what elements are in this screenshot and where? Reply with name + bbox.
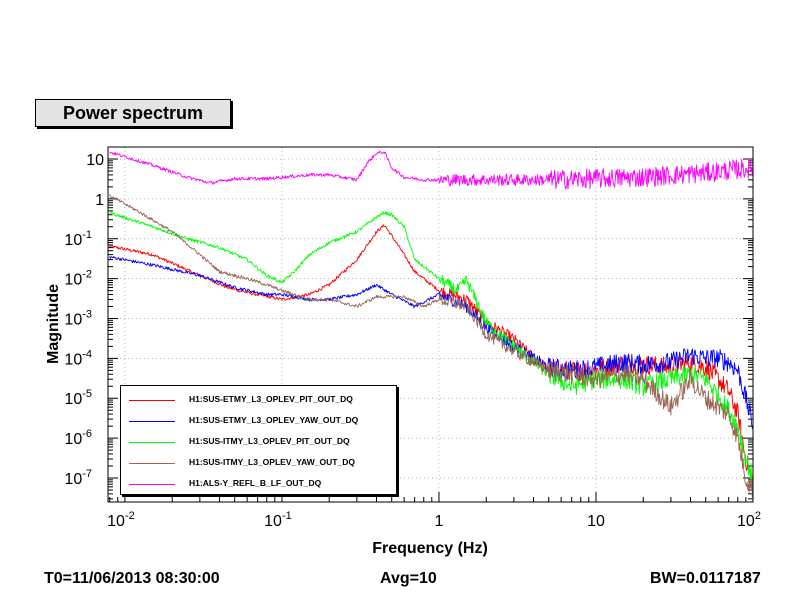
y-tick-label: 10-5 — [64, 388, 92, 408]
chart-title: Power spectrum — [35, 99, 231, 127]
x-tick-label: 1 — [435, 513, 444, 530]
y-tick-label: 10-2 — [64, 269, 92, 289]
legend-entry: H1:SUS-ITMY_L3_OPLEV_PIT_OUT_DQ — [121, 431, 396, 451]
legend-entry: H1:SUS-ETMY_L3_OPLEV_PIT_OUT_DQ — [121, 389, 396, 409]
footer-avg: Avg=10 — [380, 570, 437, 587]
x-tick-label: 10-1 — [264, 510, 292, 530]
legend: H1:SUS-ETMY_L3_OPLEV_PIT_OUT_DQ H1:SUS-ET… — [120, 385, 397, 495]
y-tick-label: 10-6 — [64, 428, 92, 448]
y-tick-label: 10-7 — [64, 468, 92, 488]
legend-label: H1:ALS-Y_REFL_B_LF_OUT_DQ — [189, 478, 322, 488]
legend-swatch — [129, 463, 175, 464]
y-axis-label: Magnitude — [45, 284, 62, 364]
plot-frame — [107, 146, 754, 503]
footer-bw: BW=0.0117187 — [650, 570, 761, 587]
legend-entry: H1:SUS-ITMY_L3_OPLEV_YAW_OUT_DQ — [121, 452, 396, 472]
y-tick-label: 10-4 — [64, 348, 92, 368]
legend-swatch — [129, 421, 175, 422]
y-tick-exponent: -5 — [82, 388, 92, 400]
legend-label: H1:SUS-ETMY_L3_OPLEV_YAW_OUT_DQ — [189, 415, 359, 425]
x-tick-label: 10-2 — [107, 510, 135, 530]
x-tick-exponent: 2 — [755, 510, 761, 522]
y-tick-exponent: -4 — [82, 348, 92, 360]
x-tick-exponent: -2 — [125, 510, 135, 522]
series-line — [109, 150, 754, 190]
footer-t0: T0=11/06/2013 08:30:00 — [44, 570, 220, 587]
series-lines — [109, 150, 754, 498]
y-tick-label: 10 — [86, 152, 104, 169]
y-tick-label: 10-3 — [64, 308, 92, 328]
x-tick-label: 10 — [587, 513, 605, 530]
x-tick-exponent: -1 — [282, 510, 292, 522]
legend-label: H1:SUS-ITMY_L3_OPLEV_PIT_OUT_DQ — [189, 436, 350, 446]
legend-entry: H1:ALS-Y_REFL_B_LF_OUT_DQ — [121, 473, 396, 493]
series-line — [109, 224, 754, 482]
y-tick-exponent: -6 — [82, 428, 92, 440]
legend-swatch — [129, 484, 175, 485]
legend-swatch — [129, 400, 175, 401]
x-tick-label: 102 — [737, 510, 761, 530]
legend-entry: H1:SUS-ETMY_L3_OPLEV_YAW_OUT_DQ — [121, 410, 396, 430]
legend-swatch — [129, 442, 175, 443]
legend-label: H1:SUS-ETMY_L3_OPLEV_PIT_OUT_DQ — [189, 394, 353, 404]
axis-ticks — [108, 146, 754, 502]
y-tick-label: 10-1 — [64, 229, 92, 249]
y-tick-exponent: -7 — [82, 468, 92, 480]
series-line — [109, 194, 754, 498]
y-tick-exponent: -1 — [82, 229, 92, 241]
y-tick-label: 1 — [95, 192, 104, 209]
y-tick-exponent: -3 — [82, 308, 92, 320]
legend-label: H1:SUS-ITMY_L3_OPLEV_YAW_OUT_DQ — [189, 457, 355, 467]
series-line — [109, 255, 754, 429]
x-axis-label: Frequency (Hz) — [372, 540, 488, 557]
y-tick-exponent: -2 — [82, 269, 92, 281]
